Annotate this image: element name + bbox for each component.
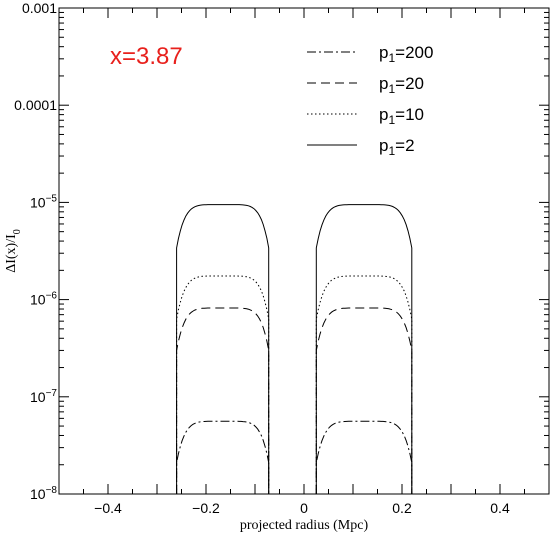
series-line (176, 307, 270, 494)
legend-label-base: p (379, 136, 388, 155)
legend-label-subscript: 1 (388, 51, 395, 65)
series-line (315, 420, 413, 494)
series-line (176, 420, 270, 494)
series-line (176, 204, 270, 494)
y-tick-label: 0.0001 (14, 97, 57, 113)
x-tick-label: 0 (300, 500, 308, 516)
y-axis-label-subscript: 0 (12, 229, 23, 234)
legend-label-subscript: 1 (388, 144, 395, 158)
x-axis-label: projected radius (Mpc) (240, 518, 369, 533)
y-tick-label: 10−8 (30, 485, 57, 502)
x-tick-label: 0.4 (490, 500, 510, 516)
y-tick-base: 10 (30, 486, 46, 502)
series-line (176, 275, 270, 494)
legend-label-base: p (379, 105, 388, 124)
legend-label-value: =20 (395, 74, 424, 93)
series-line (315, 275, 413, 494)
y-tick-exponent: −5 (46, 193, 58, 204)
legend-label-base: p (379, 43, 388, 62)
y-axis-label-main: ΔI(x)/I (4, 234, 19, 273)
annotation-label: x=3.87 (110, 43, 183, 70)
legend-label-subscript: 1 (388, 113, 395, 127)
legend-label-value: =2 (395, 136, 414, 155)
legend-label-value: =10 (395, 105, 424, 124)
y-tick-label: 10−5 (30, 193, 57, 210)
plot-frame (58, 7, 550, 495)
series-line (315, 307, 413, 494)
y-tick-exponent: −8 (46, 485, 58, 496)
y-tick-base: 10 (30, 292, 46, 308)
x-tick-label: −0.2 (192, 500, 220, 516)
x-tick-label: −0.4 (94, 500, 122, 516)
y-tick-base: 10 (30, 389, 46, 405)
y-tick-exponent: −7 (46, 388, 58, 399)
x-tick-label: 0.2 (392, 500, 412, 516)
series-line (315, 204, 413, 494)
legend-label: p1=2 (379, 136, 415, 158)
legend-label-value: =200 (395, 43, 433, 62)
legend-label: p1=20 (379, 74, 424, 96)
legend-label: p1=10 (379, 105, 424, 127)
legend-label-subscript: 1 (388, 82, 395, 96)
series-lines (176, 204, 413, 494)
legend-label-base: p (379, 74, 388, 93)
y-tick-label: 10−7 (30, 388, 57, 405)
y-tick-exponent: −6 (46, 291, 58, 302)
y-tick-base: 10 (30, 194, 46, 210)
legend-label: p1=200 (379, 43, 433, 65)
x-ticks: −0.4 −0.2 0 0.2 0.4 (58, 8, 550, 516)
y-tick-label: 10−6 (30, 291, 57, 308)
y-axis-label: ΔI(x)/I0 (4, 229, 23, 273)
y-tick-label: 0.001 (22, 0, 57, 16)
